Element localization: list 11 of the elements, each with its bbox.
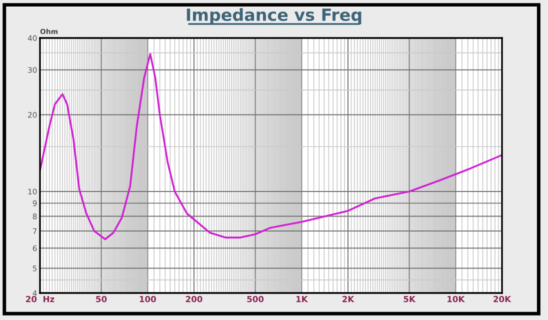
x-tick-label: 50 (96, 296, 107, 302)
x-tick-label: 100 (140, 296, 156, 302)
x-tick-label: 10K (448, 296, 465, 302)
x-tick-label: 2K (342, 296, 354, 302)
x-tick-label: 5K (404, 296, 416, 302)
x-tick-label: 20K (494, 296, 512, 302)
x-tick-label: 500 (247, 296, 264, 302)
x-tick-label: 1K (296, 296, 308, 302)
x-tick-label: 200 (186, 296, 202, 302)
chart-title: Impedance vs Freq (186, 8, 362, 24)
x-tick-label: 20 Hz (26, 296, 54, 302)
